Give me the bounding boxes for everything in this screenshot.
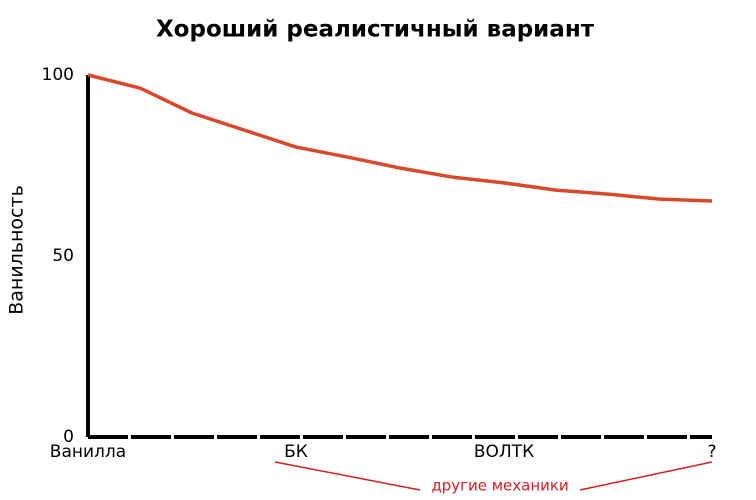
y-tick-label: 100 <box>42 65 74 85</box>
y-tick-label: 50 <box>52 246 74 266</box>
line <box>87 73 713 203</box>
chart-title: Хороший реалистичный вариант <box>156 17 595 43</box>
annotation-bracket <box>579 461 713 491</box>
y-tick-label: 0 <box>63 427 74 447</box>
x-tick-label: БК <box>284 442 308 462</box>
x-tick-label: Ванилла <box>50 442 126 462</box>
y-axis-label: Ванильность <box>6 185 28 315</box>
x-tick-label: ВОЛТК <box>474 442 534 462</box>
x-tick-label: ? <box>707 442 716 462</box>
annotation: другие механики <box>431 477 568 495</box>
annotation-bracket <box>274 461 421 491</box>
